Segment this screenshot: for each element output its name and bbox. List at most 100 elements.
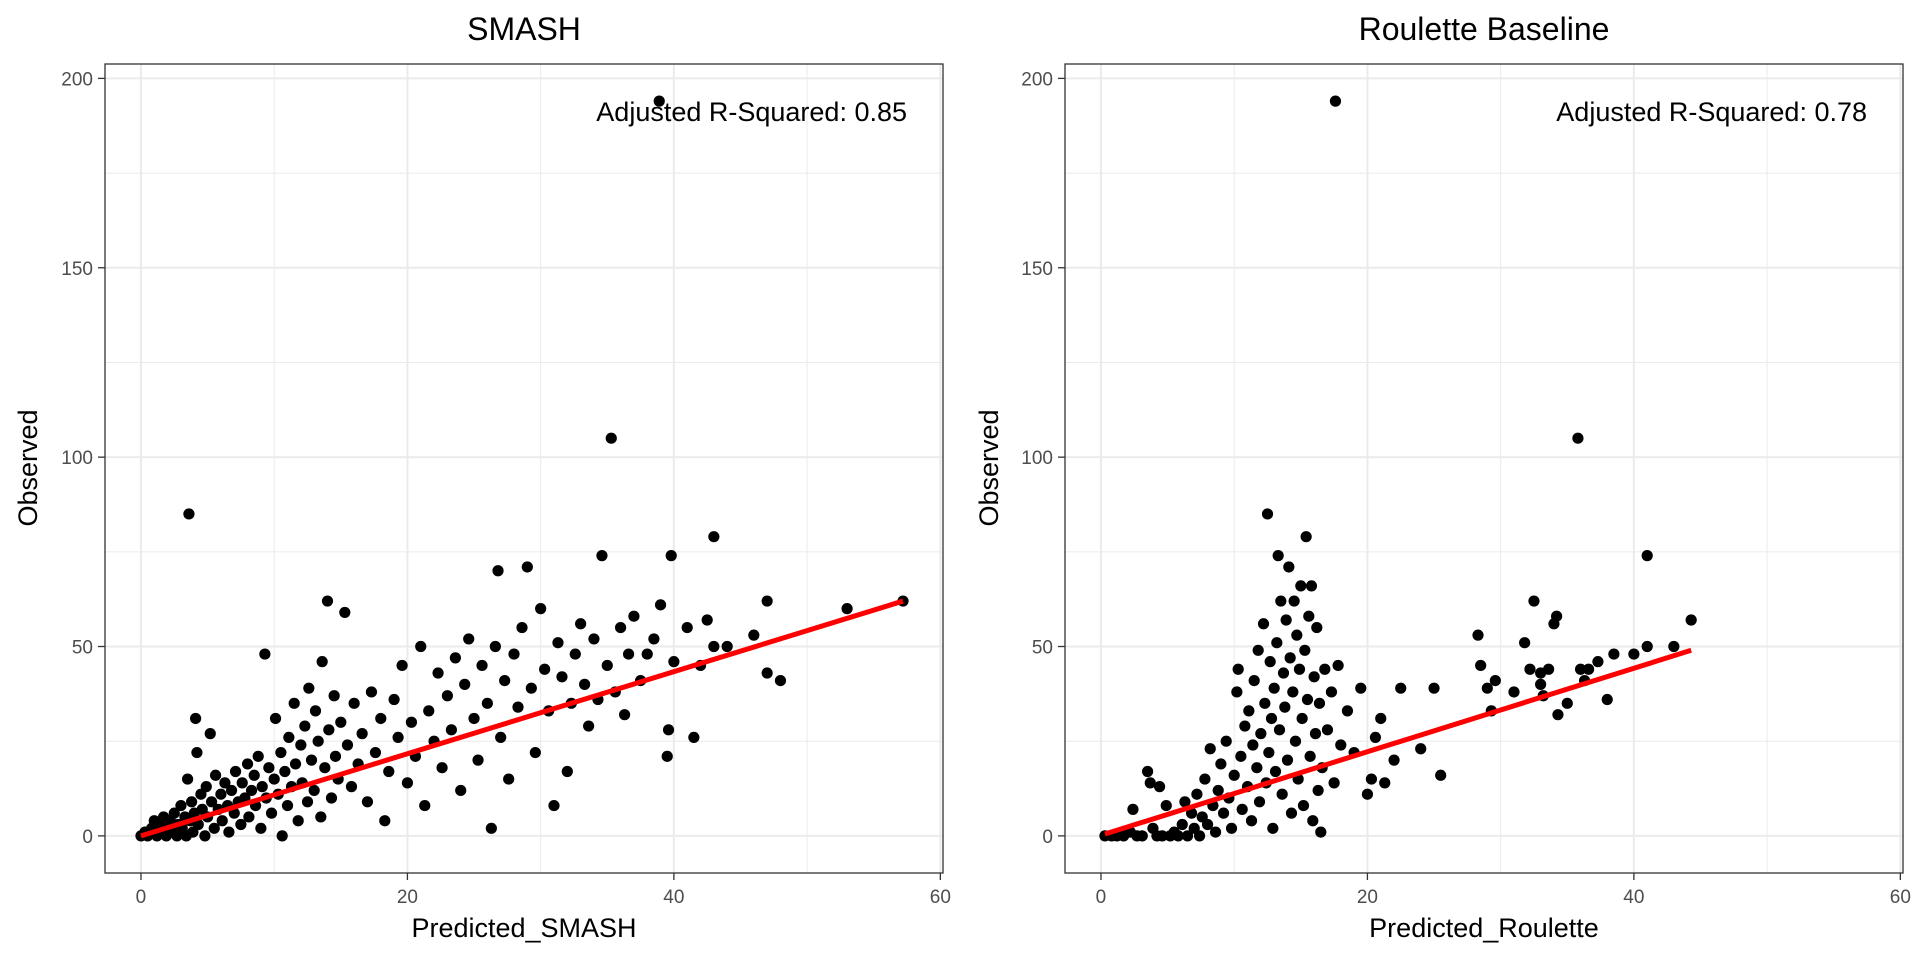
data-point	[269, 712, 282, 725]
data-point	[1231, 686, 1243, 698]
data-point	[614, 621, 627, 634]
data-point	[256, 781, 268, 793]
data-point	[1321, 724, 1334, 736]
data-point	[436, 762, 448, 774]
fit-line	[140, 598, 904, 839]
data-point	[1280, 614, 1292, 626]
data-point	[661, 750, 673, 762]
data-point	[701, 614, 713, 626]
data-point	[312, 735, 324, 747]
data-point	[1217, 807, 1230, 819]
data-point	[1283, 561, 1295, 573]
data-point	[681, 621, 693, 634]
data-point	[345, 781, 358, 793]
data-point	[485, 822, 497, 834]
data-point	[219, 777, 231, 789]
data-point	[1228, 769, 1240, 781]
data-point	[208, 822, 220, 834]
data-point	[1313, 697, 1326, 709]
data-point	[525, 682, 537, 694]
data-point	[628, 610, 640, 622]
data-point	[596, 550, 608, 562]
data-point	[303, 682, 315, 694]
data-point	[263, 762, 275, 774]
data-point	[328, 690, 340, 702]
data-point	[1296, 712, 1308, 725]
fit-line	[1104, 647, 1692, 837]
data-point	[401, 777, 414, 789]
data-point	[1185, 807, 1198, 819]
data-point	[1268, 682, 1280, 694]
data-point	[1271, 637, 1283, 649]
data-point	[361, 796, 374, 808]
data-point	[1301, 693, 1314, 706]
data-point	[1489, 674, 1501, 687]
plot-border	[104, 63, 944, 874]
data-point	[1144, 777, 1156, 789]
y-tick-label: 200	[1021, 69, 1053, 90]
data-point	[605, 432, 617, 444]
data-point	[1209, 826, 1222, 838]
data-point	[1628, 648, 1640, 660]
panel-smash: SMASH 0 20 40 60 0 50 100 150 200 Adjusted R-Squ…	[13, 11, 951, 943]
data-point	[1341, 705, 1354, 717]
data-point	[1572, 432, 1584, 444]
data-point	[569, 648, 581, 660]
y-tick-label: 100	[1021, 448, 1053, 469]
data-point	[295, 739, 307, 751]
data-point	[1172, 830, 1184, 842]
data-point	[369, 746, 382, 759]
plot-border	[1064, 63, 1904, 874]
data-point	[341, 739, 354, 751]
data-point	[508, 648, 520, 660]
data-point	[1299, 644, 1311, 656]
data-point	[288, 697, 300, 709]
data-point	[388, 693, 400, 706]
data-point	[1428, 682, 1440, 694]
data-point	[1136, 830, 1148, 842]
r-squared-annotation: Adjusted R-Squared: 0.85	[596, 97, 907, 127]
data-point	[503, 773, 515, 785]
data-point	[225, 784, 238, 797]
data-point	[455, 784, 467, 797]
data-point	[1293, 663, 1306, 675]
x-tick-label: 20	[397, 887, 418, 908]
data-point	[1265, 712, 1278, 725]
data-point	[492, 565, 504, 577]
data-point	[1574, 663, 1587, 675]
data-point	[618, 709, 631, 721]
data-point	[183, 508, 195, 520]
data-point	[335, 716, 347, 728]
y-tick-label: 150	[1021, 259, 1053, 280]
data-point	[665, 550, 677, 562]
x-tick-label: 0	[1096, 887, 1107, 908]
axis-ticks: 0 20 40 60 0 50 100 150 200	[1021, 69, 1911, 908]
y-tick-label: 0	[82, 827, 93, 848]
data-point	[1552, 709, 1564, 721]
data-point	[365, 686, 378, 698]
data-point	[1235, 750, 1247, 762]
data-point	[529, 746, 541, 759]
data-point	[512, 701, 524, 713]
data-point	[774, 674, 787, 687]
data-point	[215, 788, 227, 800]
data-point	[561, 765, 573, 778]
data-point	[1284, 652, 1296, 664]
data-point	[548, 799, 560, 812]
data-point	[1289, 735, 1302, 747]
data-point	[648, 633, 660, 645]
data-point	[1273, 724, 1286, 736]
data-point	[1601, 693, 1613, 706]
data-point	[209, 769, 222, 781]
data-point	[1641, 550, 1653, 562]
data-point	[641, 648, 653, 660]
data-point	[688, 731, 700, 744]
data-point	[283, 731, 295, 744]
data-point	[1232, 663, 1244, 675]
data-point	[662, 724, 675, 736]
data-point	[1395, 682, 1407, 694]
data-point	[1685, 614, 1697, 626]
x-axis-title: Predicted_SMASH	[411, 913, 636, 943]
data-point	[1355, 682, 1367, 694]
data-point	[1248, 674, 1260, 687]
